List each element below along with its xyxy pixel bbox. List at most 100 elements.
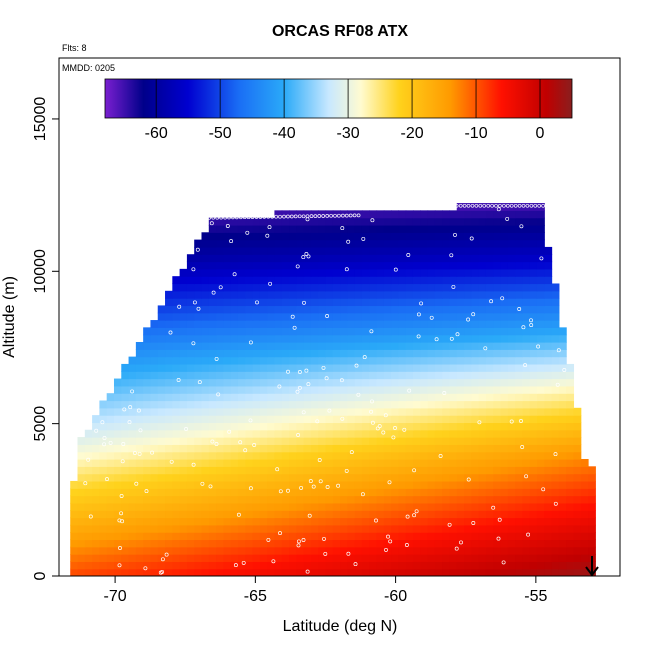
heatmap-cell [391, 224, 399, 233]
heatmap-cell [165, 429, 173, 438]
heatmap-cell [434, 268, 443, 277]
heatmap-cell [267, 312, 276, 321]
heatmap-cell [412, 429, 421, 438]
heatmap-cell [143, 422, 152, 431]
heatmap-cell [398, 480, 407, 489]
heatmap-cell [471, 385, 480, 394]
heatmap-cell [412, 480, 421, 489]
heatmap-cell [391, 268, 399, 277]
heatmap-cell [143, 495, 152, 504]
heatmap-cell [296, 415, 305, 424]
heatmap-cell [515, 400, 523, 409]
sample-point [311, 484, 316, 489]
heatmap-cell [289, 539, 297, 548]
heatmap-cell [267, 320, 276, 328]
heatmap-cell [150, 407, 159, 416]
heatmap-cell [398, 239, 407, 248]
sample-point [118, 546, 122, 550]
heatmap-cell [456, 210, 465, 219]
heatmap-cell [449, 510, 458, 519]
heatmap-cell [296, 451, 305, 460]
heatmap-cell [332, 305, 341, 314]
heatmap-cell [99, 546, 108, 555]
heatmap-cell [522, 415, 531, 424]
heatmap-cell [340, 539, 348, 548]
heatmap-cell [536, 568, 545, 576]
heatmap-cell [376, 524, 385, 533]
sample-point [192, 300, 197, 305]
heatmap-cell [500, 246, 509, 255]
sample-point [419, 203, 424, 208]
heatmap-cell [507, 254, 516, 263]
heatmap-cell [420, 224, 429, 233]
heatmap-cell [369, 356, 378, 365]
heatmap-cell [310, 458, 319, 467]
heatmap-cell [456, 268, 465, 277]
heatmap-cell [223, 320, 232, 328]
heatmap-cell [208, 473, 217, 482]
heatmap-cell [405, 239, 414, 248]
heatmap-cell [369, 429, 378, 438]
heatmap-cell [128, 466, 137, 475]
heatmap-cell [456, 254, 465, 263]
heatmap-cell [347, 466, 356, 475]
sample-point [225, 224, 230, 228]
heatmap-cell [566, 393, 575, 402]
heatmap-cell [179, 312, 188, 321]
heatmap-cell [405, 217, 414, 226]
heatmap-cell [536, 254, 545, 263]
heatmap-cell [281, 298, 290, 307]
heatmap-cell [165, 466, 173, 475]
heatmap-cell [347, 268, 356, 277]
heatmap-cell [201, 371, 210, 380]
heatmap-cell [449, 349, 458, 358]
heatmap-cell [485, 261, 494, 270]
heatmap-cell [179, 488, 188, 497]
heatmap-cell [383, 532, 392, 541]
heatmap-cell [223, 371, 232, 380]
heatmap-cell [566, 539, 575, 548]
heatmap-cell [77, 495, 86, 504]
sample-point [286, 214, 290, 219]
heatmap-cell [405, 341, 414, 350]
heatmap-cell [92, 488, 100, 497]
heatmap-cell [245, 393, 254, 402]
heatmap-cell [485, 363, 494, 372]
heatmap-cell [580, 473, 589, 482]
sample-point [138, 428, 143, 433]
heatmap-cell [361, 422, 370, 431]
heatmap-cell [580, 539, 589, 548]
heatmap-cell [252, 371, 261, 380]
heatmap-cell [361, 261, 370, 270]
heatmap-cell [522, 246, 531, 255]
heatmap-cell [310, 305, 319, 314]
heatmap-cell [566, 407, 575, 416]
heatmap-cell [412, 495, 421, 504]
heatmap-cell [186, 502, 195, 511]
heatmap-cell [318, 480, 327, 489]
sample-point [545, 203, 549, 208]
heatmap-cell [165, 437, 173, 445]
heatmap-cell [354, 546, 363, 555]
heatmap-cell [412, 451, 421, 460]
heatmap-cell [558, 393, 567, 402]
heatmap-cell [252, 495, 261, 504]
heatmap-cell [347, 422, 356, 431]
heatmap-cell [172, 407, 181, 416]
heatmap-cell [194, 254, 203, 263]
heatmap-cell [478, 539, 487, 548]
heatmap-cell [471, 554, 480, 562]
heatmap-cell [237, 320, 246, 328]
heatmap-cell [201, 312, 210, 321]
heatmap-cell [456, 341, 465, 350]
heatmap-cell [449, 437, 458, 445]
sample-point [317, 458, 322, 462]
heatmap-cell [201, 466, 210, 475]
heatmap-cell [186, 561, 195, 570]
heatmap-cell [150, 334, 159, 343]
heatmap-cell [485, 532, 494, 541]
heatmap-cell [289, 371, 297, 380]
heatmap-cell [223, 532, 232, 541]
heatmap-cell [165, 510, 173, 519]
heatmap-cell [588, 546, 596, 555]
